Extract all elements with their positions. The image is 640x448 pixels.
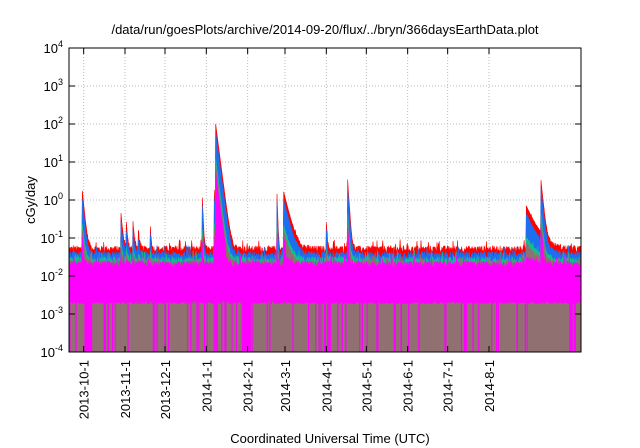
plot-area: [69, 123, 581, 352]
x-tick-label: 2013-10-1: [77, 360, 92, 419]
y-tick-label: 10-3: [41, 305, 63, 322]
series-area-magenta: [69, 173, 581, 302]
y-tick-exponent: 3: [58, 77, 63, 87]
x-tick-label: 2014-8-1: [482, 360, 497, 412]
x-tick-label: 2014-1-1: [199, 360, 214, 412]
y-axis-label: cGy/day: [23, 176, 38, 224]
y-tick-exponent: 0: [58, 191, 63, 201]
x-tick-label: 2014-3-1: [278, 360, 293, 412]
y-tick-label: 103: [44, 77, 63, 94]
y-tick-base: 10: [41, 307, 55, 322]
y-tick-label: 102: [44, 115, 63, 132]
x-tick-label: 2014-5-1: [359, 360, 374, 412]
y-tick-base: 10: [44, 79, 58, 94]
y-tick-base: 10: [44, 117, 58, 132]
y-tick-base: 10: [44, 41, 58, 56]
x-tick-label: 2013-11-1: [118, 360, 133, 418]
y-tick-exponent: -4: [55, 343, 63, 353]
y-tick-exponent: 2: [58, 115, 63, 125]
y-tick-exponent: 1: [58, 153, 63, 163]
x-tick-label: 2014-6-1: [401, 360, 416, 412]
y-tick-base: 10: [44, 155, 58, 170]
chart-title: /data/run/goesPlots/archive/2014-09-20/f…: [111, 22, 538, 37]
x-tick-label: 2014-2-1: [241, 360, 256, 412]
y-tick-label: 10-4: [41, 343, 63, 360]
y-tick-exponent: -3: [55, 305, 63, 315]
y-tick-exponent: 4: [58, 39, 63, 49]
x-tick-label: 2014-4-1: [319, 360, 334, 412]
y-tick-base: 10: [41, 269, 55, 284]
x-tick-label: 2013-12-1: [158, 360, 173, 419]
y-tick-label: 104: [44, 39, 63, 56]
x-tick-label: 2014-7-1: [441, 360, 456, 412]
x-axis-label: Coordinated Universal Time (UTC): [230, 431, 429, 446]
y-tick-label: 101: [44, 153, 63, 170]
y-tick-label: 10-1: [41, 229, 63, 246]
series-dropouts-magenta: [69, 300, 581, 352]
y-tick-exponent: -2: [55, 267, 63, 277]
y-tick-base: 10: [41, 345, 55, 360]
y-tick-base: 10: [41, 231, 55, 246]
y-tick-label: 100: [44, 191, 63, 208]
y-tick-base: 10: [44, 193, 58, 208]
y-tick-exponent: -1: [55, 229, 63, 239]
y-tick-label: 10-2: [41, 267, 63, 284]
axes: 10410310210110010-110-210-310-42013-10-1…: [41, 39, 581, 419]
